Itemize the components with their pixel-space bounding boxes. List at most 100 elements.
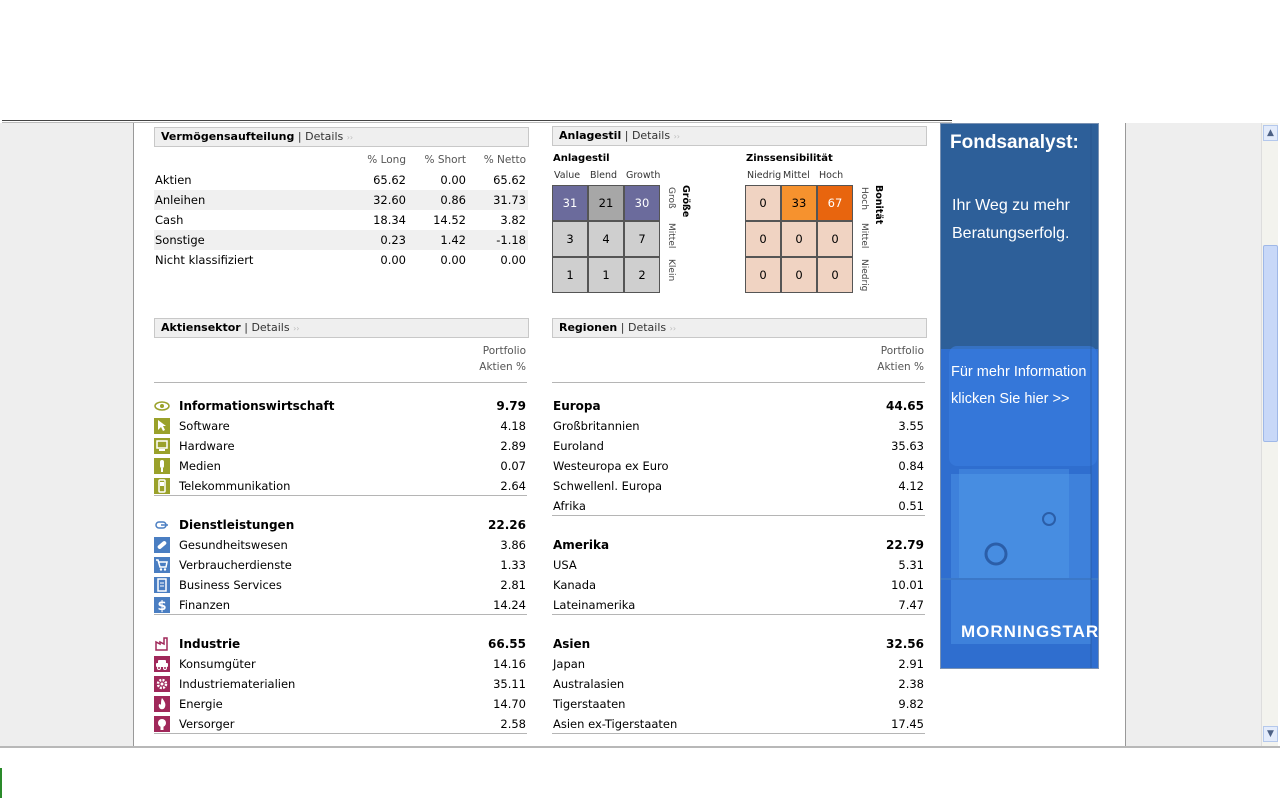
equity-style-cell: 1 [588,257,624,293]
item-row: Versorger 2.58 [179,714,526,734]
item-value: 2.38 [898,677,924,691]
allocation-net: 0.00 [500,253,526,267]
item-label: Verbraucherdienste [179,558,292,572]
allocation-long: 32.60 [373,193,406,207]
bond-style-title: Zinssensibilität [746,153,833,164]
gear-icon [154,676,170,692]
bond-style-col-label: Mittel [783,170,810,181]
item-row: Business Services 2.81 [179,575,526,595]
morningstar-logo: MORNINGSTAR® [961,622,1098,642]
item-value: 4.12 [898,479,924,493]
bond-style-cell: 0 [745,221,781,257]
item-row: Telekommunikation 2.64 [179,476,526,496]
item-value: 35.63 [891,439,924,453]
group-row: Asien 32.56 [553,634,924,654]
bond-style-cell: 0 [781,257,817,293]
item-label: Euroland [553,439,604,453]
allocation-row: Aktien 65.62 0.00 65.62 [154,170,528,190]
item-value: 35.11 [493,677,526,691]
item-label: Energie [179,697,223,711]
item-value: 0.84 [898,459,924,473]
equity-style-cell: 31 [552,185,588,221]
group-row: Amerika 22.79 [553,535,924,555]
item-label: Australasien [553,677,625,691]
item-row: Hardware 2.89 [179,436,526,456]
bond-style-cell: 0 [745,185,781,221]
asset-allocation-title: Vermögensaufteilung [161,130,295,143]
item-row: Industriematerialien 35.11 [179,674,526,694]
status-area [0,746,1280,800]
bond-style-cell: 0 [817,257,853,293]
asset-allocation-details-link[interactable]: Details [305,130,344,143]
bond-style-col-label: Niedrig [747,170,782,181]
group-label: Asien [553,637,591,651]
equity-style-cell: 2 [624,257,660,293]
item-row: Software 4.18 [179,416,526,436]
item-row: Tigerstaaten 9.82 [553,694,924,714]
item-value: 9.82 [898,697,924,711]
equity-style-cell: 4 [588,221,624,257]
item-value: 1.33 [500,558,526,572]
regions-title: Regionen [559,321,618,334]
page-viewport: Vermögensaufteilung | Details ›› % Long … [0,123,1261,746]
scroll-up-button[interactable]: ▲ [1263,125,1278,141]
scroll-down-button[interactable]: ▼ [1263,726,1278,742]
item-value: 0.07 [500,459,526,473]
allocation-net: 65.62 [493,173,526,187]
allocation-short: 1.42 [440,233,466,247]
computer-icon [154,438,170,454]
scroll-thumb[interactable] [1263,245,1278,442]
item-label: Software [179,419,230,433]
sector-details-link[interactable]: Details [251,321,290,334]
item-row: Westeuropa ex Euro 0.84 [553,456,924,476]
item-row: Medien 0.07 [179,456,526,476]
allocation-label: Sonstige [155,233,205,247]
item-label: Schwellenl. Europa [553,479,663,493]
item-value: 2.58 [500,717,526,731]
pill-icon [154,537,170,553]
allocation-short: 0.86 [440,193,466,207]
bond-style-cell: 0 [817,221,853,257]
bond-style-row-label: Hoch [859,187,869,210]
hand-icon [154,517,170,533]
style-details-link[interactable]: Details [631,129,671,142]
item-label: Westeuropa ex Euro [553,459,669,473]
bond-style-cell: 0 [781,221,817,257]
group-label: Industrie [179,637,241,651]
allocation-long: 65.62 [373,173,406,187]
allocation-label: Anleihen [155,193,206,207]
style-title: Anlagestil [559,129,622,142]
item-value: 14.24 [493,598,526,612]
divider [552,614,925,615]
bond-style-row-label: Niedrig [859,259,869,292]
vertical-scrollbar[interactable]: ▲ ▼ [1261,123,1278,746]
regions-header: Regionen | Details ›› [552,318,927,338]
equity-style-cell: 3 [552,221,588,257]
divider [154,382,527,383]
morningstar-ad-banner[interactable]: Fondsanalyst: Ihr Weg zu mehr Beratungse… [940,123,1099,669]
allocation-row: Nicht klassifiziert 0.00 0.00 0.00 [154,250,528,270]
item-row: Energie 14.70 [179,694,526,714]
equity-style-cell: 21 [588,185,624,221]
item-row: Afrika 0.51 [553,496,924,516]
item-value: 5.31 [898,558,924,572]
group-row: Dienstleistungen 22.26 [179,515,526,535]
regions-details-link[interactable]: Details [627,321,667,334]
bond-style-col-label: Hoch [819,170,844,181]
allocation-short: 0.00 [440,173,466,187]
item-label: Tigerstaaten [553,697,626,711]
double-chevron-icon: ›› [673,132,680,141]
group-value: 66.55 [488,637,526,651]
item-value: 3.55 [898,419,924,433]
style-header: Anlagestil | Details ›› [552,126,927,146]
item-row: Asien ex-Tigerstaaten 17.45 [553,714,924,734]
bulb-icon [154,716,170,732]
bond-style-axis-title: Bonität [873,185,884,225]
item-value: 2.89 [500,439,526,453]
ad-cta[interactable]: Für mehr Information klicken Sie hier >> [951,364,1087,407]
item-label: Großbritannien [553,419,640,433]
cursor-icon [154,418,170,434]
svg-text:$: $ [157,599,166,613]
item-label: Gesundheitswesen [179,538,288,552]
equity-style-col-label: Value [554,170,581,181]
